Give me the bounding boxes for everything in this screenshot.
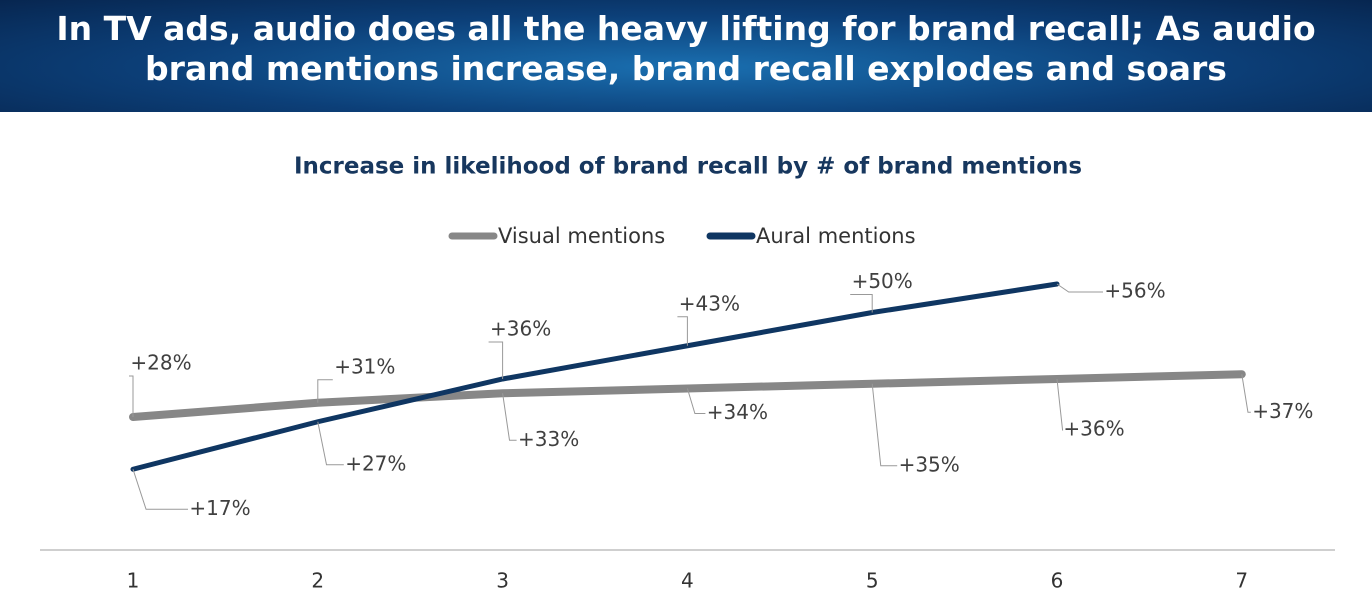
leader-line <box>1056 283 1103 293</box>
leader-line <box>686 388 706 414</box>
leader-line <box>132 469 188 510</box>
x-tick-label: 3 <box>496 569 509 593</box>
data-label: +27% <box>345 451 406 475</box>
leader-line <box>317 379 333 403</box>
series-line <box>129 370 1246 421</box>
x-tick-label: 2 <box>311 569 324 593</box>
data-label: +36% <box>490 317 551 341</box>
header-title: brand mentions increase, brand recall ex… <box>145 49 1227 88</box>
x-tick-label: 6 <box>1051 569 1064 593</box>
data-label: +35% <box>899 452 960 476</box>
header-title: In TV ads, audio does all the heavy lift… <box>56 9 1316 48</box>
leader-line <box>850 294 873 313</box>
leader-line <box>1241 374 1251 413</box>
legend-label: Visual mentions <box>498 224 665 248</box>
chart-title: Increase in likelihood of brand recall b… <box>294 154 1082 180</box>
data-label: +34% <box>707 400 768 424</box>
leader-line <box>677 316 688 346</box>
data-label: +17% <box>189 496 250 520</box>
data-label: +43% <box>679 291 740 315</box>
x-tick-label: 4 <box>681 569 694 593</box>
leader-line <box>129 375 134 417</box>
legend-label: Aural mentions <box>756 224 916 248</box>
series-line <box>130 281 1060 472</box>
data-label: +33% <box>518 427 579 451</box>
leader-line <box>317 421 344 466</box>
leader-line <box>502 393 517 441</box>
x-tick-label: 1 <box>127 569 140 593</box>
data-label: +28% <box>130 351 191 375</box>
leader-line <box>488 341 504 379</box>
leader-line <box>871 383 898 467</box>
data-label: +50% <box>852 269 913 293</box>
data-label: +36% <box>1063 417 1124 441</box>
data-label: +31% <box>334 354 395 378</box>
header-banner: In TV ads, audio does all the heavy lift… <box>0 0 1372 112</box>
data-label: +37% <box>1252 399 1313 423</box>
leader-line <box>1056 378 1064 431</box>
data-label: +56% <box>1104 279 1165 303</box>
x-tick-label: 5 <box>866 569 879 593</box>
x-tick-label: 7 <box>1235 569 1248 593</box>
